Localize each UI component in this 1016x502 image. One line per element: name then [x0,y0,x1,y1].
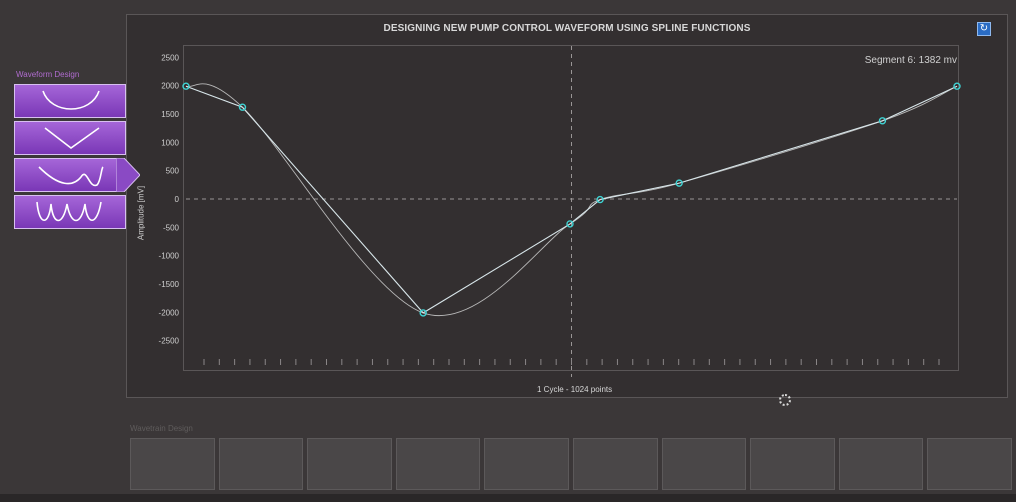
control-point[interactable] [596,195,604,204]
control-point[interactable] [953,82,961,90]
refresh-icon[interactable]: ↻ [977,22,991,36]
wavetrain-slot[interactable] [838,438,924,490]
waveform-chart[interactable]: 2500 2000 1500 1000 500 0 -500 -1000 -1500 -2000 -… [127,15,1009,399]
multi-wave-button[interactable] [14,195,126,229]
u-wave-button[interactable] [14,84,126,118]
u-wave-icon [42,90,100,110]
control-point[interactable] [419,309,427,317]
wavetrain-slot[interactable] [573,438,658,490]
y-tick-label: 1500 [161,110,179,119]
y-tick-label: 500 [166,167,180,176]
bottom-bar [0,494,1016,502]
wavetrain-slot[interactable] [395,438,481,490]
control-point[interactable] [675,179,683,187]
w-wave-button[interactable] [14,158,122,192]
wavetrain-slot[interactable] [927,438,1012,490]
control-point[interactable] [566,220,574,228]
control-point[interactable] [238,103,247,111]
plot-area[interactable] [183,45,959,371]
x-axis-label: 1 Cycle - 1024 points [537,385,613,394]
spline-curve [185,83,958,316]
v-wave-icon [44,127,100,149]
wavetrain-slot[interactable] [750,438,835,490]
y-tick-label: -2500 [159,337,180,346]
y-tick-label: -500 [163,223,180,232]
wavetrain-slot[interactable] [218,438,304,490]
control-point[interactable] [182,82,190,90]
y-tick-label: -1000 [159,252,180,261]
control-polyline [185,85,958,314]
segment-label: Segment 6: 1382 mv [864,55,957,66]
chart-title: DESIGNING NEW PUMP CONTROL WAVEFORM USIN… [383,23,751,34]
wavetrain-slot[interactable] [130,438,215,490]
y-tick-label: 2000 [161,82,179,91]
y-tick-label: 1000 [161,138,179,147]
y-tick-label: 2500 [161,53,179,62]
wavetrain-slot[interactable] [661,438,747,490]
loading-spinner-icon [779,394,791,406]
waveform-design-title: Waveform Design [16,70,80,79]
y-tick-label: -2000 [159,308,180,317]
w-wave-icon [38,166,104,187]
multi-wave-icon [36,201,102,222]
y-tick-label: -1500 [159,280,180,289]
waveform-chart-panel: DESIGNING NEW PUMP CONTROL WAVEFORM USIN… [126,14,1009,406]
wavetrain-design-title: Wavetrain Design [130,424,193,433]
wavetrain-slot[interactable] [307,438,392,490]
wavetrain-slot[interactable] [484,438,569,490]
y-tick-label: 0 [175,195,180,204]
control-point[interactable] [878,117,887,125]
selected-arrow-icon [116,158,140,192]
v-wave-button[interactable] [14,121,126,155]
